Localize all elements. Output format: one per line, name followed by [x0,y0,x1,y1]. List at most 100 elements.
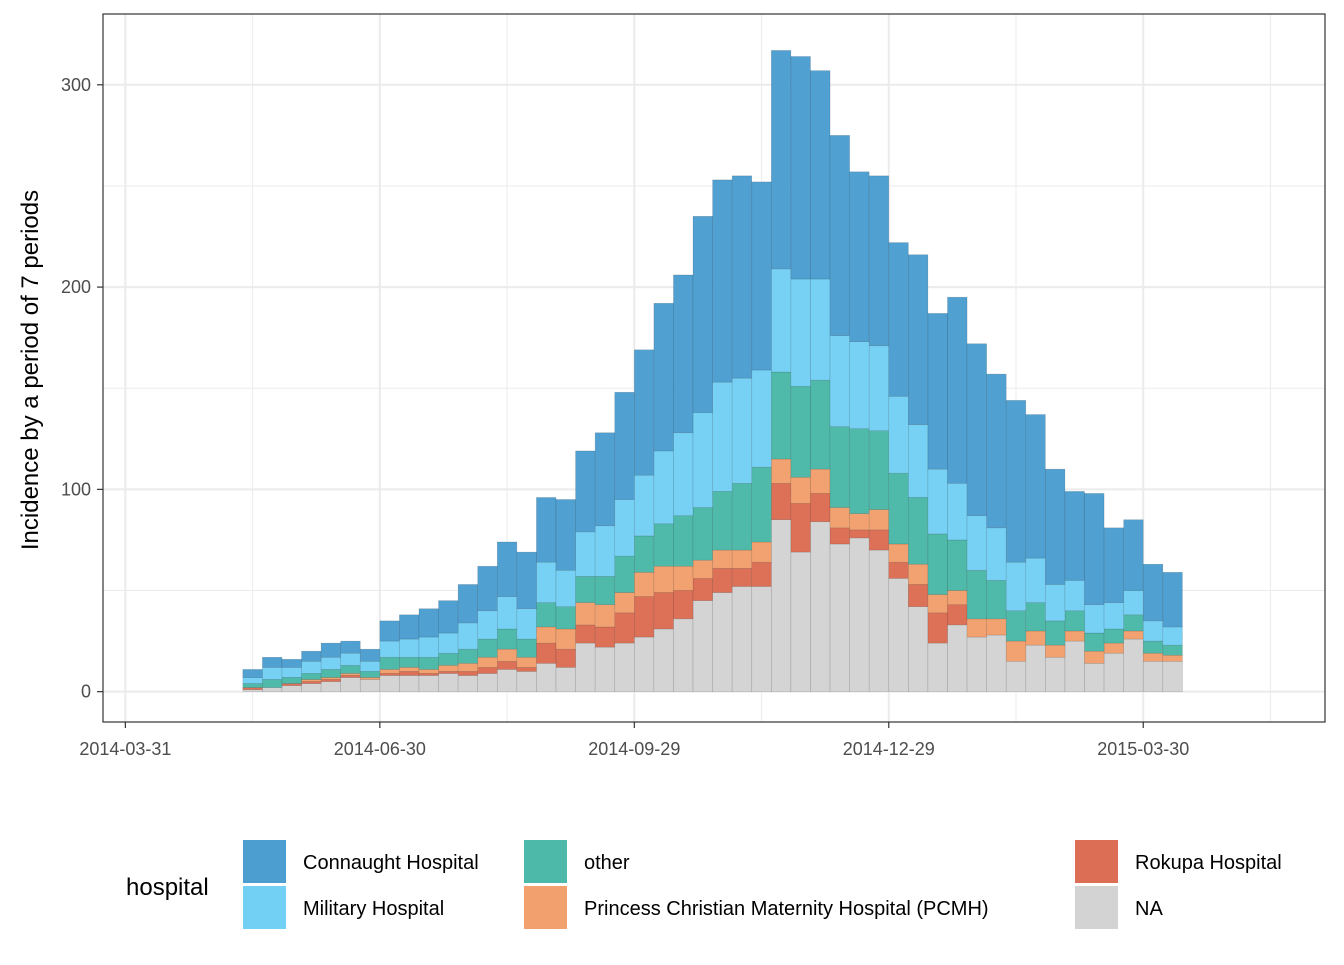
bar-segment [1103,642,1124,654]
x-tick-label: 2014-09-29 [588,739,680,759]
bar-segment [1103,652,1124,692]
bar-segment [281,685,302,692]
bar-segment [673,432,694,516]
bar-segment [594,604,616,628]
legend-swatch [1075,840,1118,883]
bar-segment [242,687,263,690]
bar-segment [849,428,870,514]
bar-segment [1123,614,1144,632]
bar-segment [516,667,537,672]
bar-segment [1123,519,1144,591]
bar-segment [673,618,694,692]
bar-segment [418,675,439,692]
bar-segment [340,665,361,674]
bar-segment [829,426,850,508]
bar-segment [1162,626,1183,646]
bar-segment [751,541,772,563]
bar-segment [614,612,635,644]
bar-segment [320,656,341,670]
bar-segment [399,638,420,658]
legend-label: Rokupa Hospital [1135,852,1282,874]
bar-segment [692,215,713,413]
bar-segment [359,679,381,692]
bar-segment [1084,493,1105,605]
bar-segment [712,592,733,692]
bar-segment [438,673,459,692]
bars-layer [242,50,1183,692]
bar-segment [868,430,890,510]
bar-segment [301,683,322,692]
bar-segment [771,50,792,270]
x-tick-label: 2014-12-29 [843,739,935,759]
bar-segment [927,533,948,595]
bar-segment [810,278,831,381]
bar-segment [555,499,576,571]
bar-segment [888,396,909,474]
bar-segment [594,646,616,692]
bar-segment [516,638,537,658]
bar-segment [1103,628,1124,644]
bar-segment [262,656,283,668]
legend-label: Princess Christian Maternity Hospital (P… [584,898,989,920]
bar-segment [908,563,929,585]
bar-segment [438,665,459,672]
bar-segment [496,628,518,650]
bar-segment [731,377,753,484]
bar-segment [575,602,596,626]
bar-segment [575,624,596,644]
bar-segment [340,673,361,676]
bar-segment [418,673,439,676]
bar-segment [692,578,713,601]
bar-segment [868,509,890,531]
bar-segment [653,565,674,593]
bar-segment [1045,468,1066,585]
bar-segment [614,642,635,692]
bar-segment [1064,610,1085,632]
bar-segment [712,567,733,593]
bar-segment [262,667,283,680]
bar-segment [947,539,968,591]
bar-segment [359,648,381,662]
bar-segment [1025,644,1046,692]
bar-segment [496,596,518,630]
bar-segment [751,181,772,371]
bar-segment [399,675,420,692]
bar-segment [340,640,361,654]
bar-segment [242,683,263,688]
y-tick-label: 200 [61,277,91,297]
bar-segment [1045,644,1066,658]
bar-segment [1162,644,1183,656]
bar-segment [496,661,518,670]
bar-segment [301,650,322,662]
y-axis-label: Incidence by a period of 7 periods [17,190,44,550]
bar-segment [966,618,987,638]
bar-segment [868,345,890,432]
bar-segment [927,642,948,692]
bar-segment [829,527,850,545]
bar-segment [751,561,772,587]
bar-segment [555,648,576,668]
bar-segment [790,476,811,504]
legend-swatch [243,840,286,883]
bar-segment [771,458,792,484]
bar-segment [379,675,400,692]
bar-segment [1025,557,1046,603]
bar-segment [849,341,870,429]
bar-segment [751,466,772,543]
bar-segment [790,503,811,553]
bar-segment [927,313,948,470]
bar-segment [731,586,753,692]
bar-segment [438,632,459,654]
bar-segment [634,596,655,638]
bar-segment [947,604,968,626]
bar-segment [1025,602,1046,632]
bar-segment [1103,602,1124,630]
bar-segment [242,677,263,684]
bar-segment [496,541,518,597]
bar-segment [790,278,811,387]
bar-segment [359,677,381,680]
bar-segment [536,497,557,563]
bar-segment [1045,584,1066,622]
bar-segment [888,242,909,397]
